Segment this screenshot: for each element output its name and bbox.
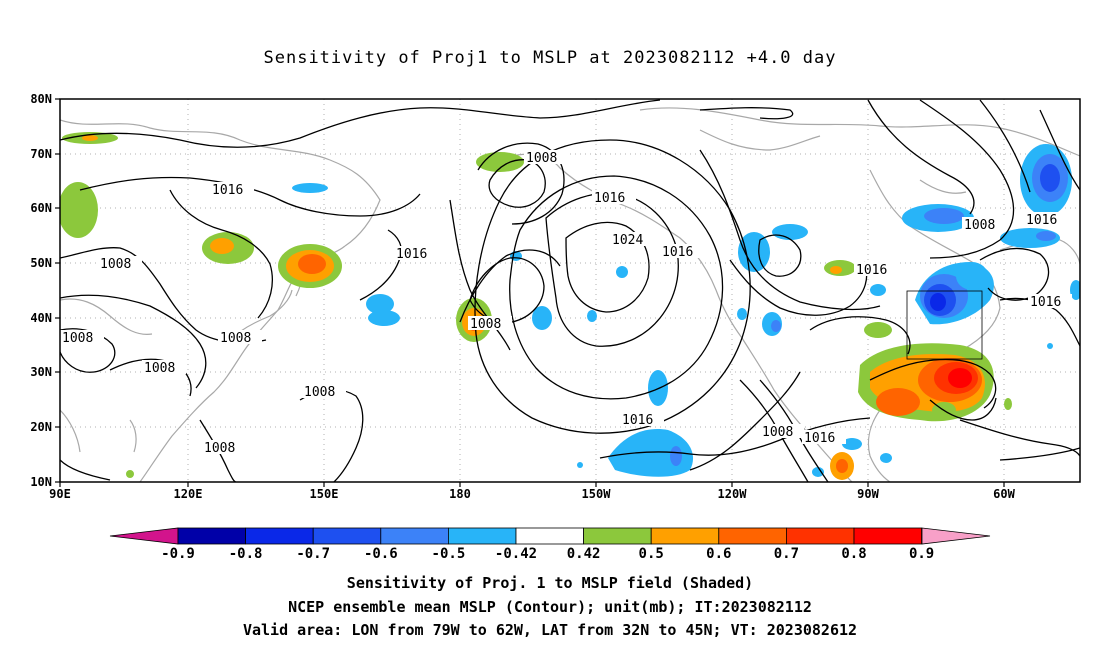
colorbar-label: 0.8 [841,546,866,562]
colorbar-label: -0.7 [296,546,330,562]
colorbar-swatch [650,527,720,545]
caption-line-3: Valid area: LON from 79W to 62W, LAT fro… [242,621,858,639]
colorbar-swatch [380,527,449,545]
lon-label: 60W [993,487,1015,501]
colorbar-label: -0.6 [364,546,398,562]
lon-label: 90W [857,487,879,501]
lon-label: 120E [174,487,203,501]
colorbar-swatch [177,527,246,545]
colorbar-label: 0.6 [706,546,731,562]
contour-label: 1008 [964,218,995,233]
contour-label: 1016 [1030,295,1061,310]
colorbar-swatch [583,527,652,545]
colorbar-swatch [786,527,855,545]
colorbar-label: 0.7 [774,546,799,562]
colorbar: -0.9 -0.8 -0.7 -0.6 -0.5 -0.42 0.42 0.5 … [109,527,991,562]
valid-area-box [906,290,983,360]
contour-label: 1016 [396,247,427,262]
longitude-labels: 90E 120E 150E 180 150W 120W 90W 60W [49,487,1015,501]
colorbar-swatch [447,527,517,545]
colorbar-swatch [515,527,584,545]
lat-label: 40N [30,311,52,325]
colorbar-label: 0.9 [909,546,934,562]
colorbar-low-arrow [109,527,179,545]
lon-label: 150E [310,487,339,501]
contour-label: 1016 [622,413,653,428]
colorbar-swatch [312,527,382,545]
contour-label: 1008 [762,425,793,440]
latitude-labels: 80N 70N 60N 50N 40N 30N 20N 10N [30,92,52,489]
colorbar-label: -0.42 [495,546,537,562]
lat-label: 70N [30,147,52,161]
colorbar-label: 0.5 [639,546,664,562]
contour-label: 1024 [612,233,643,248]
caption-line-1: Sensitivity of Proj. 1 to MSLP field (Sh… [346,574,754,592]
contour-label: 1016 [856,263,887,278]
colorbar-swatch [853,527,922,545]
colorbar-high-arrow [921,527,991,545]
plot-frame [59,98,1081,483]
colorbar-label: -0.8 [229,546,263,562]
contour-label: 1008 [204,441,235,456]
lat-label: 80N [30,92,52,106]
contour-label: 1016 [594,191,625,206]
contour-label: 1008 [304,385,335,400]
axis-ticks [55,98,1005,487]
lat-label: 30N [30,365,52,379]
contour-label: 1008 [144,361,175,376]
contour-label: 1008 [100,257,131,272]
contour-label: 1016 [804,431,835,446]
map-title: Sensitivity of Proj1 to MSLP at 20230821… [263,48,837,68]
colorbar-label: 0.42 [567,546,601,562]
lat-label: 60N [30,201,52,215]
contour-label: 1008 [62,331,93,346]
lon-label: 90E [49,487,71,501]
lon-label: 120W [718,487,748,501]
contour-label: 1008 [526,151,557,166]
lat-label: 10N [30,475,52,489]
lon-label: 180 [449,487,471,501]
colorbar-label: -0.9 [161,546,195,562]
colorbar-swatch [718,527,787,545]
sensitivity-shading [60,132,1080,480]
contour-label: 1008 [470,317,501,332]
lon-label: 150W [582,487,612,501]
colorbar-label: -0.5 [432,546,466,562]
contour-label: 1016 [662,245,693,260]
contour-labels: 1016 1008 1008 1008 1008 1008 1008 1008 … [60,150,1072,456]
colorbar-swatch [245,527,314,545]
contour-label: 1008 [220,331,251,346]
caption-line-2: NCEP ensemble mean MSLP (Contour); unit(… [288,598,812,616]
lat-label: 50N [30,256,52,270]
contour-label: 1016 [1026,213,1057,228]
contour-label: 1016 [212,183,243,198]
lat-label: 20N [30,420,52,434]
